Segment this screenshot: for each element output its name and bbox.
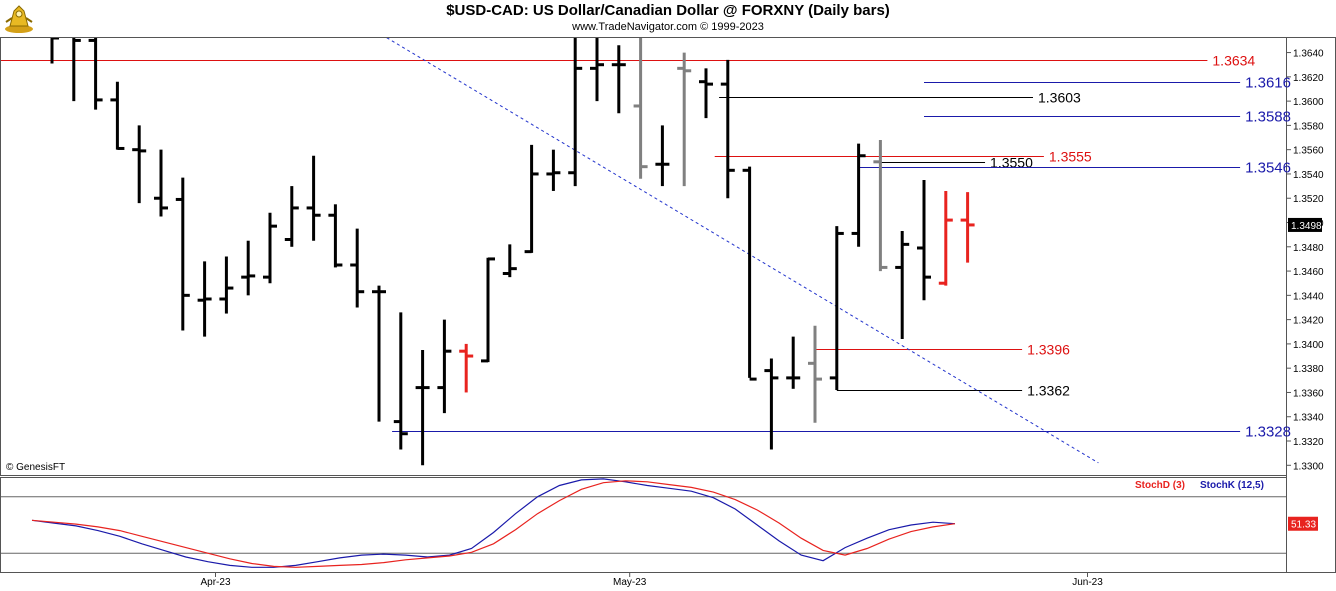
ohlc-bar-39 bbox=[895, 231, 910, 340]
stochastic-panel-frame bbox=[0, 477, 1287, 573]
stoch-last-marker bbox=[1288, 516, 1318, 531]
ohlc-bar-9 bbox=[241, 240, 256, 296]
ohlc-bar-23 bbox=[546, 149, 561, 191]
chart-subtitle: www.TradeNavigator.com © 1999-2023 bbox=[572, 21, 764, 33]
price-panel-frame bbox=[0, 37, 1287, 476]
y-tick-label: 1.3300 bbox=[1293, 461, 1324, 472]
x-tick-label-Jun-23: Jun-23 bbox=[1072, 577, 1103, 588]
ohlc-bar-6 bbox=[175, 177, 190, 331]
stochk-line bbox=[31, 478, 956, 568]
y-tick-label: 1.3420 bbox=[1293, 316, 1324, 327]
level-label-1.3634: 1.3634 bbox=[1212, 53, 1255, 69]
ohlc-bar-27 bbox=[633, 38, 648, 179]
level-label-1.3546: 1.3546 bbox=[1245, 160, 1291, 177]
y-tick-label: 1.3520 bbox=[1293, 194, 1324, 205]
ohlc-bar-36 bbox=[829, 226, 844, 391]
ohlc-bar-42 bbox=[960, 192, 975, 263]
y-tick-label: 1.3480 bbox=[1293, 243, 1324, 254]
stochd-line bbox=[31, 480, 956, 568]
y-tick-label: 1.3640 bbox=[1293, 49, 1324, 60]
y-tick-label: 1.3460 bbox=[1293, 267, 1324, 278]
last-price-label: 1.3498 bbox=[1291, 221, 1322, 232]
trade-navigator-logo-icon bbox=[2, 2, 36, 34]
ohlc-bar-30 bbox=[699, 68, 713, 119]
ohlc-bar-28 bbox=[655, 125, 670, 187]
y-tick-label: 1.3560 bbox=[1293, 146, 1324, 157]
ohlc-bar-16 bbox=[393, 312, 408, 450]
ohlc-bar-40 bbox=[917, 180, 931, 301]
ohlc-bar-24 bbox=[568, 38, 583, 187]
chart-title: $USD-CAD: US Dollar/Canadian Dollar @ FO… bbox=[446, 2, 890, 19]
ohlc-bar-29 bbox=[677, 52, 692, 187]
ohlc-bar-38 bbox=[873, 139, 888, 272]
ohlc-bar-3 bbox=[110, 81, 125, 150]
ohlc-bar-32 bbox=[742, 166, 757, 381]
y-tick-label: 1.3360 bbox=[1293, 388, 1324, 399]
ohlc-bar-22 bbox=[524, 144, 539, 254]
ohlc-bar-4 bbox=[132, 125, 147, 204]
stoch-last-label: 51.33 bbox=[1291, 520, 1316, 531]
data-credit: © GenesisFT bbox=[6, 462, 66, 473]
stoch-lines bbox=[31, 478, 956, 568]
level-label-1.3603: 1.3603 bbox=[1038, 90, 1081, 106]
level-label-1.3550: 1.3550 bbox=[990, 155, 1033, 171]
ohlc-bar-1 bbox=[72, 38, 81, 102]
level-label-1.3396: 1.3396 bbox=[1027, 342, 1070, 358]
ohlc-bar-8 bbox=[219, 256, 234, 314]
level-label-1.3328: 1.3328 bbox=[1245, 424, 1291, 441]
ohlc-bar-41 bbox=[938, 190, 953, 286]
ohlc-bar-14 bbox=[350, 228, 365, 308]
y-tick-label: 1.3620 bbox=[1293, 73, 1324, 84]
ohlc-bar-31 bbox=[720, 59, 735, 199]
ohlc-bar-0 bbox=[50, 38, 59, 64]
ohlc-bar-11 bbox=[284, 186, 299, 247]
y-tick-label: 1.3320 bbox=[1293, 437, 1324, 448]
ohlc-bar-21 bbox=[502, 244, 517, 278]
ohlc-bar-25 bbox=[590, 38, 604, 102]
ohlc-bar-17 bbox=[415, 349, 430, 466]
ohlc-bar-10 bbox=[263, 212, 277, 284]
y-tick-label: 1.3340 bbox=[1293, 413, 1324, 424]
ohlc-bar-35 bbox=[808, 325, 822, 423]
ohlc-bar-18 bbox=[437, 319, 452, 414]
y-tick-label: 1.3400 bbox=[1293, 340, 1324, 351]
ohlc-bar-5 bbox=[154, 149, 168, 217]
legend-stochd: StochD (3) bbox=[1135, 480, 1185, 491]
ohlc-bar-7 bbox=[197, 261, 212, 337]
level-label-1.3588: 1.3588 bbox=[1245, 109, 1291, 126]
y-tick-label: 1.3540 bbox=[1293, 170, 1324, 181]
x-tick-label-May-23: May-23 bbox=[613, 577, 647, 588]
level-label-1.3616: 1.3616 bbox=[1245, 75, 1291, 92]
legend-stochk: StochK (12,5) bbox=[1200, 480, 1264, 491]
last-price-marker bbox=[1288, 217, 1322, 232]
axis-frame bbox=[1286, 37, 1336, 573]
ohlc-bar-34 bbox=[786, 336, 801, 389]
ohlc-bar-15 bbox=[372, 285, 386, 422]
ohlc-bar-37 bbox=[851, 143, 866, 247]
x-tick-label-Apr-23: Apr-23 bbox=[200, 577, 230, 588]
y-tick-label: 1.3600 bbox=[1293, 97, 1324, 108]
y-tick-label: 1.3440 bbox=[1293, 291, 1324, 302]
ohlc-bar-12 bbox=[306, 155, 321, 241]
ohlc-bar-2 bbox=[88, 38, 103, 110]
ohlc-bar-26 bbox=[611, 45, 626, 114]
ohlc-bar-13 bbox=[328, 204, 343, 268]
ohlc-bar-33 bbox=[764, 358, 779, 450]
y-tick-label: 1.3380 bbox=[1293, 364, 1324, 375]
level-label-1.3555: 1.3555 bbox=[1049, 149, 1092, 165]
level-label-1.3362: 1.3362 bbox=[1027, 383, 1070, 399]
ohlc-bar-19 bbox=[459, 343, 474, 393]
downtrend-line bbox=[386, 38, 1099, 464]
ohlc-bar-20 bbox=[481, 257, 495, 363]
y-tick-label: 1.3580 bbox=[1293, 121, 1324, 132]
